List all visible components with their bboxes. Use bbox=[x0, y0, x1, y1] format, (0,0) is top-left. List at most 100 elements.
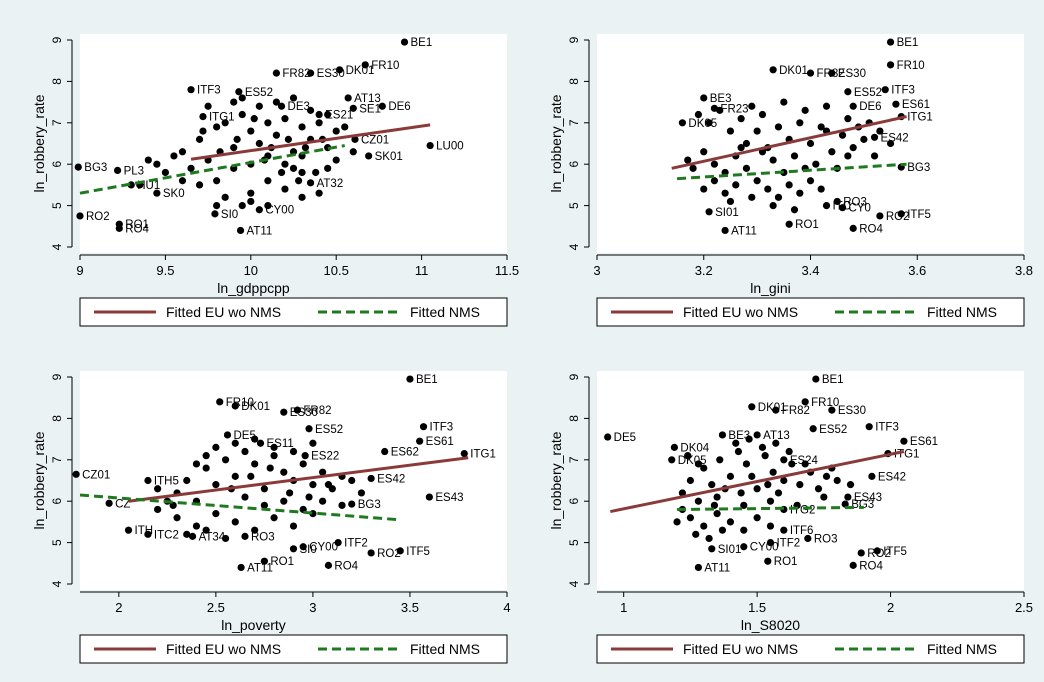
point-label: ITF3 bbox=[430, 422, 454, 434]
point-label: DK01 bbox=[346, 65, 375, 77]
scatter-point bbox=[115, 224, 123, 232]
scatter-point bbox=[293, 406, 301, 414]
x-tick-label: 11 bbox=[415, 263, 429, 278]
point-label: ITF5 bbox=[406, 546, 430, 558]
scatter-point bbox=[349, 148, 357, 156]
scatter-point bbox=[247, 127, 255, 135]
scatter-point bbox=[230, 144, 238, 152]
scatter-point bbox=[324, 481, 333, 489]
point-label: RO2 bbox=[886, 211, 910, 223]
point-label: RO1 bbox=[795, 219, 819, 231]
scatter-point bbox=[221, 456, 230, 464]
scatter-point bbox=[700, 148, 708, 156]
scatter-point bbox=[710, 104, 719, 112]
scatter-point bbox=[870, 133, 879, 141]
scatter-point bbox=[796, 481, 804, 489]
x-axis: 2 2.5 3 3.5 4 ln_poverty bbox=[80, 591, 511, 633]
scatter-point bbox=[241, 447, 249, 456]
scatter-point bbox=[806, 139, 815, 148]
point-label: SI0 bbox=[300, 544, 317, 556]
point-label: ES62 bbox=[391, 447, 419, 459]
point-label: ES52 bbox=[245, 87, 273, 99]
legend: Fitted EU wo NMS Fitted NMS bbox=[596, 634, 1025, 664]
y-tick-label: 4 bbox=[567, 243, 581, 250]
scatter-point bbox=[72, 470, 80, 478]
fit-line-nms bbox=[676, 162, 907, 181]
scatter-point bbox=[708, 481, 716, 489]
point-label: SK0 bbox=[163, 188, 185, 200]
scatter-point bbox=[161, 168, 169, 177]
scatter-point bbox=[689, 164, 697, 172]
scatter-point bbox=[213, 177, 221, 185]
scatter-point bbox=[780, 526, 788, 534]
x-tick-label: 3.6 bbox=[908, 263, 926, 278]
scatter-point bbox=[796, 119, 804, 127]
scatter-point bbox=[844, 115, 852, 123]
scatter-point bbox=[769, 156, 777, 164]
scatter-point bbox=[256, 439, 265, 447]
scatter-point bbox=[822, 202, 831, 210]
point-label: ES61 bbox=[426, 436, 454, 448]
legend-label-eu: Fitted EU wo NMS bbox=[683, 641, 798, 657]
scatter-point bbox=[298, 193, 306, 201]
point-label: FR10 bbox=[371, 60, 399, 72]
scatter-point bbox=[319, 497, 327, 505]
scatter-point bbox=[381, 447, 389, 456]
scatter-point bbox=[306, 179, 315, 187]
x-tick-label: 3.2 bbox=[695, 263, 713, 278]
point-label: DK01 bbox=[241, 401, 270, 413]
scatter-point bbox=[204, 102, 212, 110]
scatter-point bbox=[183, 476, 191, 485]
scatter-point bbox=[192, 460, 201, 468]
scatter-point bbox=[716, 456, 724, 464]
scatter-point bbox=[192, 522, 201, 530]
scatter-point bbox=[796, 189, 804, 197]
scatter-point bbox=[745, 435, 753, 443]
scatter-point bbox=[726, 127, 735, 135]
scatter-point bbox=[212, 510, 220, 518]
x-axis: 3 3.2 3.4 3.6 3.8 ln_gini bbox=[593, 254, 1033, 296]
scatter-point bbox=[221, 193, 229, 201]
scatter-point bbox=[251, 460, 259, 468]
scatter-point bbox=[844, 152, 852, 160]
scatter-point bbox=[199, 112, 207, 121]
chart-panel-3: 4 5 6 7 8 9 ln_robbery_rate 2 2.5 3 3.5 4 ln_poverty… bbox=[31, 371, 511, 664]
point-label: ES24 bbox=[790, 455, 819, 467]
scatter-point bbox=[231, 439, 239, 447]
scatter-point bbox=[737, 115, 745, 123]
scatter-point bbox=[900, 437, 908, 445]
legend-label-nms: Fitted NMS bbox=[927, 304, 997, 320]
y-axis: 4 5 6 7 8 9 ln_robbery_rate bbox=[31, 373, 73, 587]
x-tick-label: 4 bbox=[503, 600, 510, 615]
scatter-point bbox=[289, 164, 298, 172]
scatter-point bbox=[309, 439, 317, 447]
y-tick-label: 4 bbox=[567, 580, 581, 587]
scatter-point bbox=[238, 110, 246, 119]
point-label: ITG1 bbox=[209, 112, 235, 124]
point-label: AT13 bbox=[763, 430, 790, 442]
scatter-point bbox=[260, 485, 268, 493]
point-label: BE1 bbox=[822, 374, 844, 386]
scatter-point bbox=[247, 472, 255, 480]
y-tick-label: 7 bbox=[50, 119, 64, 126]
point-label: BE1 bbox=[897, 37, 919, 49]
scatter-point bbox=[814, 485, 823, 493]
scatter-point bbox=[833, 476, 841, 485]
scatter-points bbox=[684, 98, 895, 214]
scatter-point bbox=[670, 443, 678, 451]
scatter-point bbox=[400, 38, 409, 46]
x-tick-label: 10 bbox=[244, 263, 258, 278]
fit-line-nms bbox=[677, 505, 864, 511]
point-label: DK01 bbox=[758, 402, 787, 414]
scatter-point bbox=[748, 193, 756, 201]
scatter-point bbox=[886, 38, 895, 46]
point-label: ITF2 bbox=[344, 538, 368, 550]
scatter-point bbox=[820, 493, 828, 501]
scatter-point bbox=[221, 534, 230, 543]
scatter-point bbox=[187, 164, 195, 172]
y-tick-label: 5 bbox=[567, 202, 581, 209]
legend-label-nms: Fitted NMS bbox=[927, 641, 997, 657]
scatter-point bbox=[305, 493, 313, 501]
scatter-points bbox=[154, 435, 366, 543]
